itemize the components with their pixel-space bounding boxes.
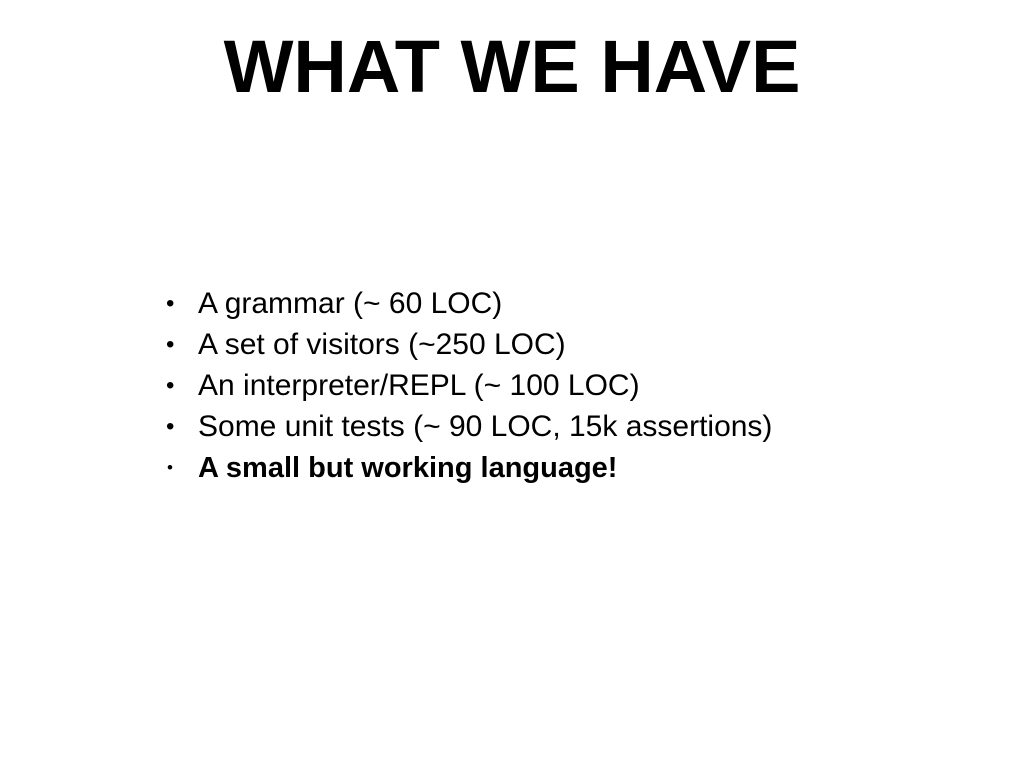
bullet-text: A grammar (~ 60 LOC): [198, 287, 503, 320]
bullet-list: • A grammar (~ 60 LOC) • A set of visito…: [160, 283, 772, 488]
bullet-text-emphasis: A small but working language!: [198, 452, 618, 484]
bullet-icon: •: [166, 372, 175, 399]
bullet-item-interpreter: • An interpreter/REPL (~ 100 LOC): [160, 365, 772, 406]
bullet-text: Some unit tests (~ 90 LOC, 15k assertion…: [198, 410, 773, 443]
bullet-item-grammar: • A grammar (~ 60 LOC): [160, 283, 772, 324]
bullet-text: A set of visitors (~250 LOC): [198, 328, 566, 361]
bullet-text: An interpreter/REPL (~ 100 LOC): [198, 369, 640, 402]
bullet-icon: •: [166, 290, 175, 317]
bullet-item-language: • A small but working language!: [160, 447, 772, 488]
slide-title: WHAT WE HAVE: [223, 25, 801, 108]
bullet-icon: •: [166, 331, 175, 358]
bullet-icon: •: [167, 458, 173, 477]
bullet-icon: •: [166, 413, 175, 440]
bullet-item-unit-tests: • Some unit tests (~ 90 LOC, 15k asserti…: [160, 406, 772, 447]
bullet-item-visitors: • A set of visitors (~250 LOC): [160, 324, 772, 365]
